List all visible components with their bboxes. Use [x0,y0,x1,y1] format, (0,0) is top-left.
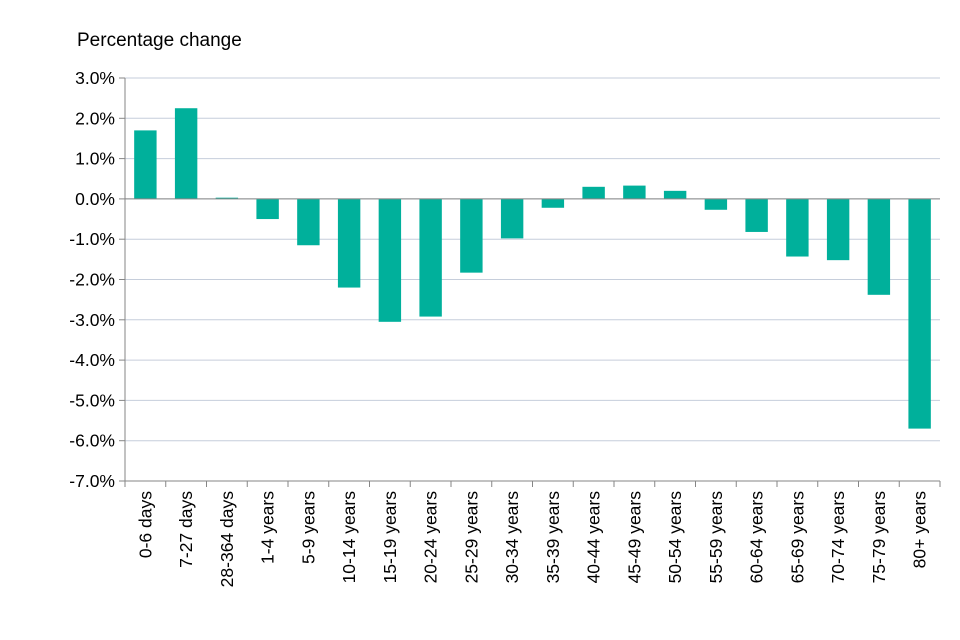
x-tick-label: 70-74 years [828,491,848,584]
x-tick-label: 15-19 years [380,491,400,584]
y-tick-label: -2.0% [69,270,115,290]
bar [826,198,850,261]
y-tick-label: 2.0% [75,108,115,128]
bar [663,190,687,199]
y-tick-label: 3.0% [75,68,115,88]
bar [256,198,279,220]
bar [215,197,239,199]
bar [582,186,605,199]
x-tick-label: 7-27 days [176,491,196,568]
bar [867,198,891,295]
x-tick-label: 1-4 years [258,491,278,564]
bars [134,108,931,429]
x-tick-label: 40-44 years [584,491,604,584]
x-tick-label: 65-69 years [787,491,807,584]
bar [541,198,565,208]
x-tick-label: 0-6 days [135,491,155,558]
x-tick-label: 20-24 years [421,491,441,584]
y-tick-label: 0.0% [75,189,115,209]
bar [786,198,809,257]
bar [419,198,442,317]
bar [337,198,361,288]
x-tick-label: 75-79 years [869,491,889,584]
x-tick-label: 60-64 years [747,491,767,584]
bar [174,108,198,199]
x-tick-label: 35-39 years [543,491,563,584]
axes [119,77,941,487]
y-tick-label: 1.0% [75,149,115,169]
y-axis-title: Percentage change [77,30,242,51]
bar [908,198,931,429]
y-tick-label: -4.0% [69,350,115,370]
y-tick-label: -7.0% [69,471,115,491]
x-tick-label: 50-54 years [665,491,685,584]
x-tick-label: 5-9 years [298,491,318,564]
bar [500,198,524,239]
y-tick-label: -6.0% [69,431,115,451]
bar [297,198,320,246]
y-tick-labels: 3.0% 2.0% 1.0% 0.0% -1.0% -2.0% -3.0% -4.0% -5.0… [69,68,115,491]
bar [704,198,728,210]
bar [745,198,768,232]
x-tick-label: 30-34 years [502,491,522,584]
x-tick-label: 28-364 days [217,491,237,588]
y-tick-label: -3.0% [69,310,115,330]
y-tick-label: -1.0% [69,229,115,249]
x-tick-label: 25-29 years [461,491,481,584]
x-tick-label: 80+ years [910,491,930,569]
gridlines [125,77,940,482]
bar [623,185,646,199]
bar [134,130,157,199]
bar [460,198,483,273]
x-tick-label: 55-59 years [706,491,726,584]
x-tick-label: 10-14 years [339,491,359,584]
bar [378,198,402,322]
x-tick-labels: 0-6 days 7-27 days 28-364 days 1-4 years 5-9… [135,491,929,588]
x-tick-label: 45-49 years [624,491,644,584]
y-tick-label: -5.0% [69,390,115,410]
